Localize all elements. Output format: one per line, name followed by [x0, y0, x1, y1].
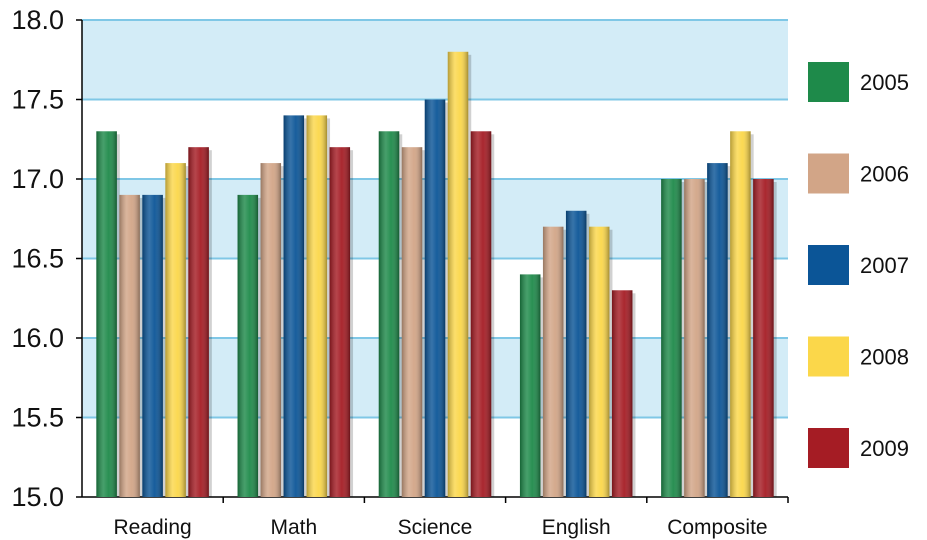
bar-shading — [329, 147, 351, 497]
legend-item-2009: 2009 — [808, 428, 909, 468]
bar-shading — [283, 115, 305, 498]
bar-reading-2009 — [188, 147, 212, 497]
bar-english-2006 — [542, 226, 567, 497]
bar-shading — [306, 115, 328, 498]
bar-shading — [237, 194, 259, 497]
bar-shading — [588, 226, 610, 497]
legend-label: 2008 — [860, 345, 909, 370]
y-tick-label: 16.0 — [11, 323, 64, 353]
bar-science-2008 — [447, 51, 472, 498]
bar-composite-2007 — [707, 163, 731, 497]
legend-swatch — [808, 153, 849, 194]
bar-shading — [260, 163, 282, 497]
bar-shading — [470, 131, 492, 498]
bar-math-2006 — [260, 163, 285, 497]
bar-shading — [611, 290, 633, 497]
bar-composite-2006 — [684, 179, 708, 497]
bar-shading — [753, 179, 774, 497]
bar-shading — [730, 131, 751, 498]
legend-swatch — [808, 428, 849, 468]
legend-swatch — [808, 336, 849, 377]
legend-swatch — [808, 62, 849, 102]
bar-shading — [707, 163, 728, 497]
bar-shading — [188, 147, 209, 497]
y-tick-label: 17.0 — [11, 164, 64, 194]
legend-label: 2005 — [860, 70, 909, 95]
legend-item-2008: 2008 — [808, 336, 909, 377]
bar-english-2007 — [565, 210, 590, 498]
bar-shading — [661, 179, 682, 497]
legend-item-2005: 2005 — [808, 62, 909, 102]
bar-english-2008 — [588, 226, 613, 497]
y-tick-label: 18.0 — [11, 5, 64, 35]
bar-science-2009 — [470, 131, 495, 498]
bar-shading — [447, 51, 469, 498]
legend: 2005 2006 2007 2008 2009 — [808, 62, 909, 468]
bar-math-2005 — [237, 194, 262, 497]
y-tick-label: 17.5 — [11, 85, 64, 115]
category-label-english: English — [542, 516, 611, 539]
bar-reading-2007 — [142, 194, 166, 497]
category-label-science: Science — [398, 516, 473, 539]
bar-composite-2008 — [730, 131, 754, 498]
bar-shading — [96, 131, 117, 498]
bar-composite-2009 — [753, 179, 777, 497]
legend-item-2007: 2007 — [808, 245, 909, 285]
bar-shading — [519, 274, 541, 497]
bar-english-2005 — [519, 274, 544, 497]
bar-reading-2006 — [119, 194, 143, 497]
legend-swatch — [808, 245, 849, 285]
bar-science-2006 — [401, 147, 426, 497]
y-tick-labels: 15.0 15.5 16.0 16.5 17.0 17.5 18.0 — [11, 5, 64, 512]
legend-item-2006: 2006 — [808, 153, 909, 194]
bar-shading — [378, 131, 400, 498]
category-label-composite: Composite — [667, 516, 767, 539]
category-labels: Reading Math Science English Composite — [113, 516, 767, 539]
bars — [96, 51, 777, 498]
bar-math-2008 — [306, 115, 331, 498]
bar-shading — [424, 99, 446, 497]
bar-shading — [119, 194, 140, 497]
bar-shading — [165, 163, 186, 497]
bar-reading-2005 — [96, 131, 120, 498]
bar-shading — [542, 226, 564, 497]
bar-shading — [142, 194, 163, 497]
y-tick-label: 15.5 — [11, 403, 64, 433]
bar-english-2009 — [611, 290, 636, 497]
bar-science-2007 — [424, 99, 449, 497]
bar-composite-2005 — [661, 179, 685, 497]
bar-math-2007 — [283, 115, 308, 498]
bar-shading — [684, 179, 705, 497]
category-label-math: Math — [270, 516, 317, 539]
y-tick-label: 16.5 — [11, 244, 64, 274]
band-5 — [82, 20, 788, 100]
legend-label: 2009 — [860, 436, 909, 461]
bar-shading — [565, 210, 587, 498]
legend-label: 2007 — [860, 253, 909, 278]
bar-shading — [401, 147, 423, 497]
bar-reading-2008 — [165, 163, 189, 497]
bar-science-2005 — [378, 131, 403, 498]
y-tick-label: 15.0 — [11, 482, 64, 512]
bar-math-2009 — [329, 147, 354, 497]
category-label-reading: Reading — [113, 516, 191, 539]
legend-label: 2006 — [860, 162, 909, 187]
